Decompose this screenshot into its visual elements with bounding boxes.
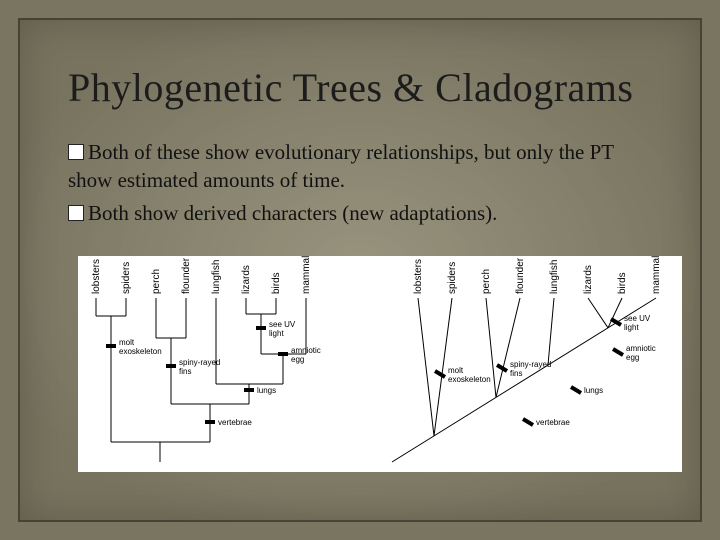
bullet-0: Both of these show evolutionary relation… (68, 138, 652, 195)
svg-text:see UV: see UV (624, 314, 651, 323)
svg-text:mammals: mammals (651, 256, 662, 294)
svg-text:lungfish: lungfish (549, 260, 560, 294)
svg-text:spiny-rayed: spiny-rayed (179, 358, 220, 367)
svg-text:lobsters: lobsters (413, 259, 424, 294)
svg-text:spiders: spiders (447, 262, 458, 294)
svg-text:vertebrae: vertebrae (536, 418, 570, 427)
right-tree: lobsters spiders perch flounder lungfish liza… (392, 256, 662, 462)
svg-text:lungfish: lungfish (211, 260, 222, 294)
svg-text:lungs: lungs (257, 386, 276, 395)
svg-text:see UV: see UV (269, 320, 296, 329)
svg-text:birds: birds (617, 272, 628, 294)
svg-text:egg: egg (626, 353, 639, 362)
svg-text:perch: perch (151, 269, 162, 294)
svg-text:spiny-rayed: spiny-rayed (510, 360, 551, 369)
slide-title: Phylogenetic Trees & Cladograms (68, 64, 633, 111)
cladogram-svg: lobsters spiders perch flounder lungfish liza… (78, 256, 682, 472)
svg-text:light: light (269, 329, 284, 338)
slide-body: Both of these show evolutionary relation… (68, 138, 652, 231)
svg-text:molt: molt (448, 366, 464, 375)
svg-text:flounder: flounder (515, 257, 526, 294)
svg-text:mammals: mammals (301, 256, 312, 294)
svg-text:fins: fins (510, 369, 522, 378)
svg-text:birds: birds (271, 272, 282, 294)
svg-text:perch: perch (481, 269, 492, 294)
svg-text:egg: egg (291, 355, 304, 364)
svg-text:lizards: lizards (583, 265, 594, 294)
svg-text:exoskeleton: exoskeleton (119, 347, 162, 356)
svg-text:lobsters: lobsters (91, 259, 102, 294)
svg-text:vertebrae: vertebrae (218, 418, 252, 427)
svg-text:lizards: lizards (241, 265, 252, 294)
svg-text:molt: molt (119, 338, 135, 347)
svg-text:fins: fins (179, 367, 191, 376)
checkbox-icon (68, 205, 84, 221)
svg-text:flounder: flounder (181, 257, 192, 294)
svg-text:light: light (624, 323, 639, 332)
slide-frame: Phylogenetic Trees & Cladograms Both of … (18, 18, 702, 522)
left-tree: lobsters spiders perch flounder lungfish liza… (91, 256, 321, 462)
svg-text:exoskeleton: exoskeleton (448, 375, 491, 384)
svg-text:spiders: spiders (121, 262, 132, 294)
bullet-1: Both show derived characters (new adapta… (68, 199, 652, 227)
svg-text:lungs: lungs (584, 386, 603, 395)
diagram-panel: lobsters spiders perch flounder lungfish liza… (78, 256, 682, 472)
checkbox-icon (68, 144, 84, 160)
svg-text:amniotic: amniotic (626, 344, 656, 353)
